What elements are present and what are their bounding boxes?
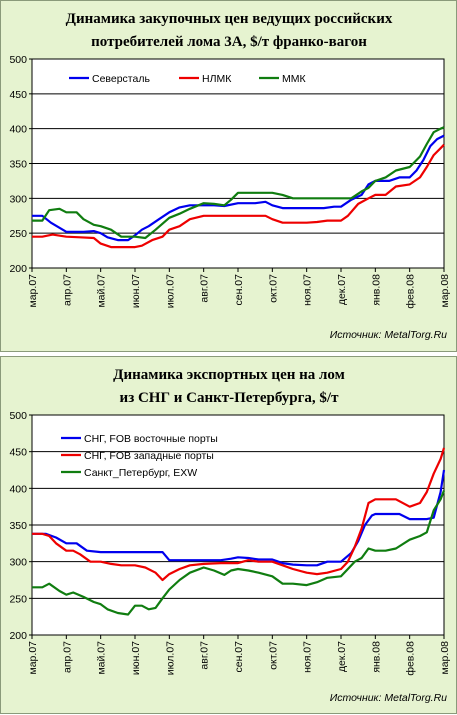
x-tick-label: мар.08: [439, 641, 451, 675]
x-tick-label: июл.07: [164, 274, 176, 308]
x-tick-label: фев.08: [405, 641, 417, 676]
y-tick-label: 250: [9, 593, 27, 605]
x-tick-label: окт.07: [267, 274, 279, 303]
x-tick-label: апр.07: [61, 641, 73, 673]
x-tick-label: июл.07: [164, 641, 176, 675]
x-tick-label: янв.08: [370, 641, 382, 673]
series-line-3: [32, 126, 445, 240]
chart-title-line-1: Динамика экспортных цен на лом: [113, 367, 345, 383]
chart-title-line-2: потребителей лома 3А, $/т франко-вагон: [91, 34, 367, 50]
x-tick-label: ноя.07: [302, 274, 314, 306]
y-tick-label: 350: [9, 159, 27, 171]
x-tick-label: мар.07: [27, 641, 39, 675]
x-tick-label: янв.08: [370, 274, 382, 306]
series-line-2: [32, 143, 445, 249]
y-tick-label: 250: [9, 228, 27, 240]
x-tick-label: июн.07: [130, 641, 142, 675]
x-tick-label: апр.07: [61, 274, 73, 306]
x-tick-label: июн.07: [130, 274, 142, 308]
legend-label-1: СНГ, FOB восточные порты: [84, 433, 218, 445]
x-tick-label: май.07: [96, 274, 108, 308]
source-note: Источник: MetalTorg.Ru: [330, 329, 447, 341]
legend-label-3: Санкт_Петербург, EXW: [84, 467, 197, 479]
legend-label-3: ММК: [282, 73, 306, 85]
y-tick-label: 450: [9, 447, 27, 459]
chart-panel-1: Динамика закупочных цен ведущих российск…: [0, 0, 457, 352]
x-tick-label: дек.07: [336, 274, 348, 305]
x-tick-label: авг.07: [199, 641, 211, 670]
chart-panel-2: Динамика экспортных цен на лом из СНГ и С…: [0, 356, 457, 714]
chart-2: Динамика экспортных цен на лом из СНГ и С…: [9, 367, 451, 704]
legend-label-2: СНГ, FOB западные порты: [84, 450, 214, 462]
y-tick-label: 300: [9, 193, 27, 205]
series-line-2: [32, 447, 446, 582]
y-tick-label: 450: [9, 89, 27, 101]
legend-label-2: НЛМК: [202, 73, 232, 85]
x-tick-label: сен.07: [233, 641, 245, 673]
series-line-1: [32, 469, 446, 567]
x-tick-label: окт.07: [267, 641, 279, 670]
x-tick-label: мар.07: [27, 274, 39, 308]
y-tick-label: 400: [9, 483, 27, 495]
x-tick-label: сен.07: [233, 274, 245, 306]
y-tick-label: 350: [9, 520, 27, 532]
series-line-3: [32, 490, 446, 616]
y-tick-label: 300: [9, 557, 27, 569]
chart-title-line-2: из СНГ и Санкт-Петербурга, $/т: [120, 390, 340, 406]
y-tick-label: 400: [9, 124, 27, 136]
x-tick-label: мар.08: [439, 274, 451, 308]
y-tick-label: 200: [9, 263, 27, 275]
x-tick-label: дек.07: [336, 641, 348, 672]
legend-label-1: Северсталь: [92, 73, 150, 85]
source-note: Источник: MetalTorg.Ru: [330, 692, 447, 704]
y-tick-label: 500: [9, 410, 27, 422]
y-tick-label: 500: [9, 54, 27, 66]
y-tick-label: 200: [9, 630, 27, 642]
x-tick-label: авг.07: [199, 274, 211, 303]
x-tick-label: май.07: [96, 641, 108, 675]
chart-title-line-1: Динамика закупочных цен ведущих российск…: [66, 11, 393, 27]
x-tick-label: ноя.07: [302, 641, 314, 673]
x-tick-label: фев.08: [405, 274, 417, 309]
series-line-1: [32, 134, 445, 242]
chart-1: Динамика закупочных цен ведущих российск…: [9, 11, 451, 341]
